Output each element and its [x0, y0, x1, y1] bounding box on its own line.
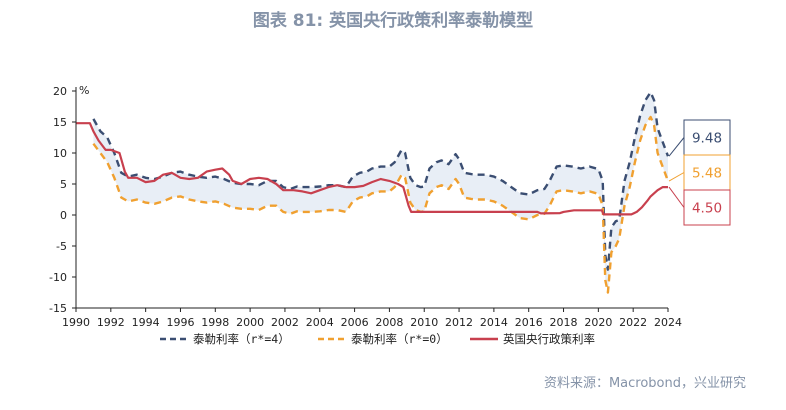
series-line-2 [76, 122, 668, 216]
x-tick-label: 2018 [550, 316, 578, 329]
x-tick-label: 2024 [654, 316, 682, 329]
x-tick-label: 2014 [480, 316, 508, 329]
x-tick-label: 2010 [410, 316, 438, 329]
legend-label-2: 英国央行政策利率 [503, 332, 595, 346]
callout-box [683, 189, 731, 226]
x-tick-label: 2008 [375, 316, 403, 329]
end-value-label: 5.48 [692, 166, 722, 182]
chart-title: 图表 81: 英国央行政策利率泰勒模型 [252, 11, 534, 31]
callout-box [683, 119, 731, 156]
y-tick-label: 10 [53, 147, 67, 160]
callout-leader [668, 137, 685, 157]
x-tick-label: 1990 [62, 316, 90, 329]
x-tick-label: 2020 [584, 316, 612, 329]
x-tick-label: 2016 [515, 316, 543, 329]
x-tick-label: 1992 [97, 316, 125, 329]
series-line-1 [92, 115, 670, 294]
y-tick-label: -15 [49, 302, 67, 315]
x-tick-label: 2012 [445, 316, 473, 329]
callout-box [683, 154, 731, 191]
x-tick-label: 2004 [306, 316, 334, 329]
callout-leader [668, 172, 685, 182]
y-axis-label: % [79, 84, 89, 97]
legend-label-1: 泰勒利率（r*=0） [351, 332, 448, 346]
callout-leader [668, 186, 685, 208]
source-note: 资料来源：Macrobond，兴业研究 [543, 376, 746, 391]
y-tick-label: 0 [60, 209, 67, 222]
y-tick-label: 15 [53, 116, 67, 129]
y-tick-label: -5 [56, 240, 67, 253]
end-value-label: 4.50 [692, 201, 722, 217]
x-tick-label: 1996 [166, 316, 194, 329]
y-tick-label: 20 [53, 85, 67, 98]
x-tick-label: 2000 [236, 316, 264, 329]
x-tick-label: 1998 [201, 316, 229, 329]
x-tick-label: 2002 [271, 316, 299, 329]
end-value-label: 9.48 [692, 131, 722, 147]
legend-label-0: 泰勒利率（r*=4） [193, 332, 290, 346]
x-tick-label: 2022 [619, 316, 647, 329]
y-tick-label: 5 [60, 178, 67, 191]
x-tick-label: 2006 [341, 316, 369, 329]
y-tick-label: -10 [49, 271, 67, 284]
x-tick-label: 1994 [132, 316, 160, 329]
series-line-0 [92, 90, 670, 271]
shaded-band [93, 92, 668, 293]
